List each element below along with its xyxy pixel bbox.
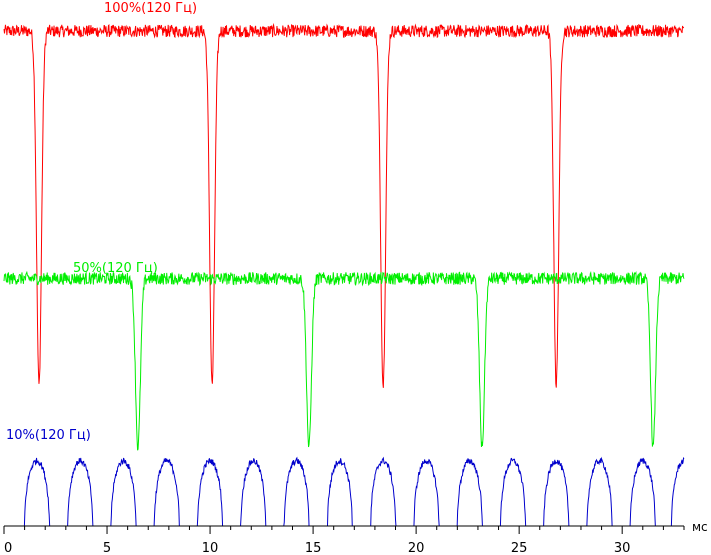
series-label-1: 100%(120 Гц) [104, 1, 197, 16]
x-tick-label: 0 [4, 541, 12, 555]
series-line-3 [4, 456, 685, 527]
x-tick-label: 20 [408, 541, 425, 555]
x-tick-label: 10 [202, 541, 219, 555]
x-axis-ticks: 0 5 10 15 20 25 30 [3, 526, 685, 555]
series-line-2 [3, 270, 685, 451]
series-label-2: 50%(120 Гц) [73, 261, 158, 276]
series-line-1 [3, 22, 685, 388]
x-tick-label: 15 [305, 541, 322, 555]
x-tick-label: 5 [103, 541, 111, 555]
plot-area: 100%(120 Гц) 50%(120 Гц) 10%(120 Гц) [3, 1, 685, 527]
x-axis-unit-label: мс [692, 520, 708, 534]
x-tick-label: 30 [614, 541, 631, 555]
x-tick-label: 25 [511, 541, 528, 555]
series-label-3: 10%(120 Гц) [6, 428, 91, 443]
